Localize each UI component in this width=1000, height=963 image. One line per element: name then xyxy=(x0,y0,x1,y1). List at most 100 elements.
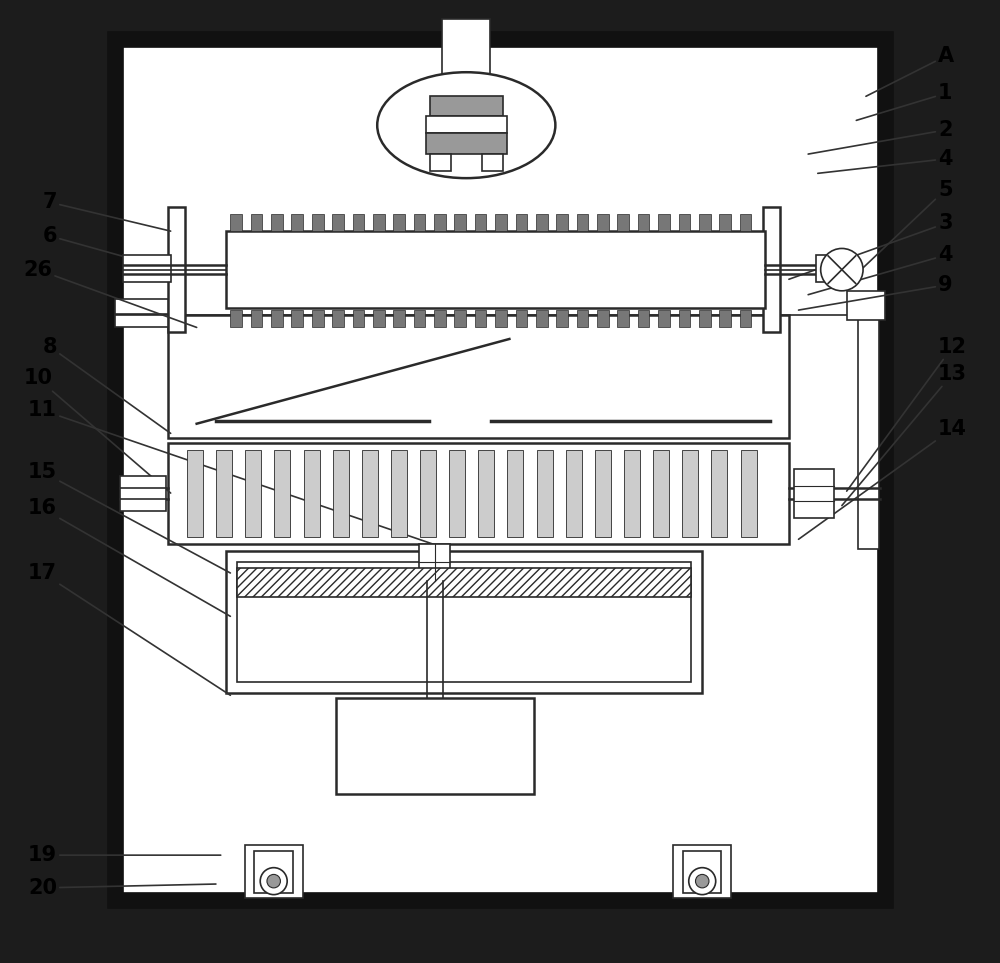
Circle shape xyxy=(821,248,863,291)
Text: 8: 8 xyxy=(43,337,171,433)
Text: 4: 4 xyxy=(808,246,953,295)
Text: 12: 12 xyxy=(847,337,967,491)
Bar xyxy=(391,450,407,537)
Bar xyxy=(291,310,303,327)
Bar xyxy=(740,310,751,327)
Bar xyxy=(123,255,171,282)
Text: 19: 19 xyxy=(28,846,221,865)
Bar xyxy=(658,310,670,327)
Bar xyxy=(740,214,751,231)
Bar xyxy=(230,214,242,231)
Bar xyxy=(251,310,262,327)
Bar xyxy=(495,214,507,231)
Text: 15: 15 xyxy=(28,462,230,573)
Bar xyxy=(332,214,344,231)
Bar xyxy=(638,214,649,231)
Bar xyxy=(653,450,669,537)
Bar xyxy=(719,310,731,327)
Bar xyxy=(115,315,168,327)
Text: 16: 16 xyxy=(28,499,230,616)
Bar xyxy=(230,310,242,327)
Bar xyxy=(858,299,879,549)
Bar xyxy=(858,299,879,549)
Bar xyxy=(682,450,698,537)
Bar xyxy=(434,214,446,231)
Circle shape xyxy=(267,874,280,888)
Bar xyxy=(475,310,486,327)
Bar xyxy=(537,450,553,537)
Bar xyxy=(577,310,588,327)
Bar xyxy=(763,207,780,332)
Text: 7: 7 xyxy=(43,193,171,231)
Bar xyxy=(741,450,757,537)
Text: 11: 11 xyxy=(28,401,447,549)
Bar xyxy=(271,214,283,231)
Text: 9: 9 xyxy=(799,275,953,310)
Bar xyxy=(482,154,503,171)
Bar xyxy=(373,310,385,327)
Bar xyxy=(393,214,405,231)
Bar xyxy=(516,310,527,327)
Bar xyxy=(419,544,450,581)
Circle shape xyxy=(695,874,709,888)
Text: 20: 20 xyxy=(28,878,216,898)
Bar xyxy=(847,291,885,320)
Bar xyxy=(816,255,840,282)
Bar xyxy=(624,450,640,537)
Bar xyxy=(595,450,611,537)
Bar xyxy=(168,207,185,332)
Circle shape xyxy=(260,868,287,895)
Bar xyxy=(454,310,466,327)
Bar xyxy=(597,214,609,231)
Bar xyxy=(168,443,789,544)
Bar xyxy=(794,470,834,518)
Bar xyxy=(719,214,731,231)
Text: 1: 1 xyxy=(856,84,953,120)
Bar xyxy=(291,214,303,231)
Ellipse shape xyxy=(377,72,555,178)
Bar xyxy=(251,214,262,231)
Bar xyxy=(115,39,885,900)
Bar xyxy=(507,450,523,537)
Bar xyxy=(679,310,690,327)
Bar xyxy=(216,450,232,537)
Bar xyxy=(556,214,568,231)
Text: 14: 14 xyxy=(799,419,967,539)
Bar xyxy=(617,214,629,231)
Text: 6: 6 xyxy=(43,226,171,270)
Text: 3: 3 xyxy=(789,214,953,279)
Bar xyxy=(566,450,582,537)
Bar xyxy=(597,310,609,327)
Bar xyxy=(237,568,691,597)
Bar xyxy=(430,96,503,116)
Bar xyxy=(711,450,727,537)
Bar xyxy=(699,214,711,231)
Bar xyxy=(699,310,711,327)
Bar xyxy=(679,214,690,231)
Bar xyxy=(353,214,364,231)
Bar xyxy=(333,450,349,537)
Bar xyxy=(226,231,765,308)
Bar xyxy=(449,450,465,537)
Bar xyxy=(426,116,507,133)
Bar xyxy=(420,450,436,537)
Bar xyxy=(434,310,446,327)
Bar xyxy=(658,214,670,231)
Bar xyxy=(245,450,261,537)
Bar xyxy=(536,214,548,231)
Bar xyxy=(187,450,203,537)
Bar xyxy=(577,214,588,231)
Bar xyxy=(683,851,721,893)
Bar xyxy=(475,214,486,231)
Bar xyxy=(274,450,290,537)
Text: 26: 26 xyxy=(23,260,197,327)
Bar xyxy=(454,214,466,231)
Bar xyxy=(304,450,320,537)
Bar xyxy=(336,698,534,794)
Bar xyxy=(516,214,527,231)
Bar xyxy=(442,19,490,77)
Bar xyxy=(115,299,168,314)
Bar xyxy=(556,310,568,327)
Text: 13: 13 xyxy=(842,364,967,506)
Bar xyxy=(478,450,494,537)
